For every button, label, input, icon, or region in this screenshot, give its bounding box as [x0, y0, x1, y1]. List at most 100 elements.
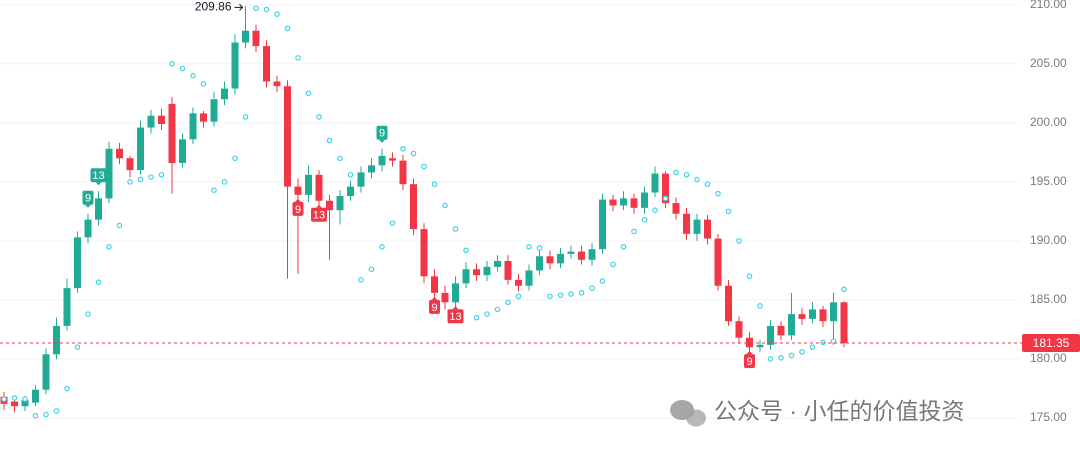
sar-dot — [410, 150, 417, 157]
candle-body — [809, 309, 816, 319]
candle-body — [546, 256, 554, 264]
sar-dot — [127, 179, 133, 185]
sar-dot — [767, 356, 774, 362]
watermark: 公众号 · 小任的价值投资 — [670, 398, 964, 427]
sar-dot — [43, 411, 49, 418]
td-marker-label: 9 — [85, 193, 91, 205]
y-tick-label: 190.00 — [1030, 233, 1067, 247]
candle-body — [788, 314, 795, 336]
sar-dot — [788, 352, 795, 359]
td-marker — [744, 354, 755, 369]
candle-body — [273, 81, 281, 87]
candle-body — [147, 115, 155, 128]
candle-body — [588, 249, 596, 260]
sar-dot — [778, 355, 784, 361]
candle-body — [378, 155, 386, 166]
sar-dot — [673, 169, 679, 176]
td-marker-label: 13 — [449, 311, 461, 323]
sar-dot — [200, 81, 207, 87]
sar-dot — [421, 163, 427, 170]
candle-body — [336, 196, 344, 211]
sar-dot — [494, 306, 501, 313]
sar-dot — [316, 114, 322, 120]
candle-body — [452, 283, 459, 303]
sar-dot — [74, 344, 81, 350]
sar-dot — [379, 244, 385, 250]
sar-dot — [221, 179, 228, 185]
sar-dot — [799, 349, 805, 355]
sar-dot — [620, 244, 627, 250]
candle-body — [704, 219, 711, 239]
sar-dot — [547, 293, 553, 300]
td-marker-pointer — [452, 306, 459, 310]
last-price-label: 181.35 — [1033, 336, 1070, 350]
candle-body — [347, 186, 354, 197]
sar-dot — [694, 176, 700, 183]
td-marker-label: 13 — [313, 210, 325, 222]
candle-body — [830, 302, 837, 322]
sar-dot — [431, 181, 438, 188]
sar-dot — [841, 286, 847, 293]
candle-body — [462, 269, 470, 284]
td-marker-label: 9 — [295, 204, 301, 216]
candle-body — [231, 42, 239, 89]
candle-body — [53, 325, 60, 355]
candle-body — [389, 158, 396, 161]
candle-body — [441, 292, 449, 303]
sar-dot — [274, 11, 280, 17]
plot — [0, 5, 848, 419]
candle-body — [473, 269, 480, 276]
candle-body — [305, 174, 312, 195]
sar-dot — [736, 238, 742, 244]
td-marker-pointer — [431, 296, 438, 300]
td-marker-label: 13 — [92, 170, 104, 182]
sar-dot — [85, 311, 91, 317]
candle-body — [11, 401, 18, 407]
td-marker-pointer — [95, 182, 102, 186]
sar-dot — [473, 314, 480, 321]
sar-dot — [106, 244, 112, 250]
td-marker — [90, 168, 107, 183]
sar-dot — [1, 396, 7, 402]
candle-body — [368, 165, 375, 173]
max-arrow — [234, 4, 244, 11]
sar-dot — [568, 291, 574, 297]
sar-dot — [116, 222, 123, 229]
candle-body — [200, 113, 207, 122]
td-marker — [292, 201, 304, 216]
candle-body — [21, 400, 29, 407]
sar-dot — [368, 266, 375, 273]
td-marker-label: 9 — [431, 302, 437, 314]
candle-body — [494, 260, 501, 267]
sar-dot — [610, 261, 616, 268]
candle-body — [179, 139, 186, 163]
sar-dot — [253, 5, 259, 12]
candle-body — [777, 325, 785, 336]
candle-body — [32, 389, 39, 403]
sar-dot — [295, 55, 301, 61]
sar-dot — [32, 412, 39, 419]
sar-dot — [337, 155, 343, 162]
sar-dot — [557, 292, 564, 299]
sar-dot — [158, 171, 165, 178]
candle-body — [315, 174, 323, 201]
sar-dot — [389, 220, 396, 226]
sar-dot — [190, 72, 196, 79]
candle-body — [683, 213, 690, 234]
sar-dot — [715, 190, 721, 197]
y-tick-label: 185.00 — [1030, 292, 1067, 306]
candle-body — [714, 238, 722, 286]
candle-body — [767, 325, 774, 345]
td-marker — [376, 125, 388, 140]
candle-body — [578, 251, 585, 260]
sar-dot — [830, 338, 837, 345]
sar-dot — [589, 285, 595, 291]
y-tick-label: 210.00 — [1030, 0, 1067, 11]
sar-dot — [64, 385, 70, 392]
td-marker — [82, 190, 94, 205]
candle-body — [168, 103, 176, 163]
candle-body — [105, 148, 113, 199]
